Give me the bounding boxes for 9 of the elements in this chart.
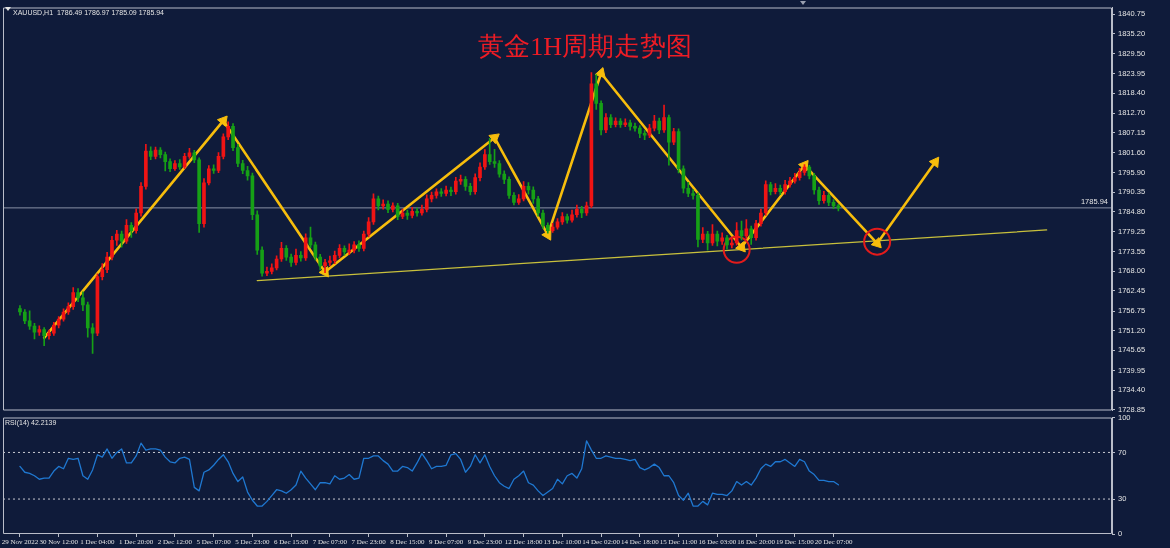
point bbox=[541, 229, 552, 241]
point bbox=[722, 235, 751, 264]
text: 黄金1H周期走势图 bbox=[478, 32, 693, 62]
point bbox=[216, 115, 228, 127]
point bbox=[863, 227, 892, 256]
point bbox=[488, 133, 500, 145]
candlestick bbox=[37, 325, 42, 336]
point bbox=[594, 67, 606, 79]
point bbox=[928, 156, 940, 169]
